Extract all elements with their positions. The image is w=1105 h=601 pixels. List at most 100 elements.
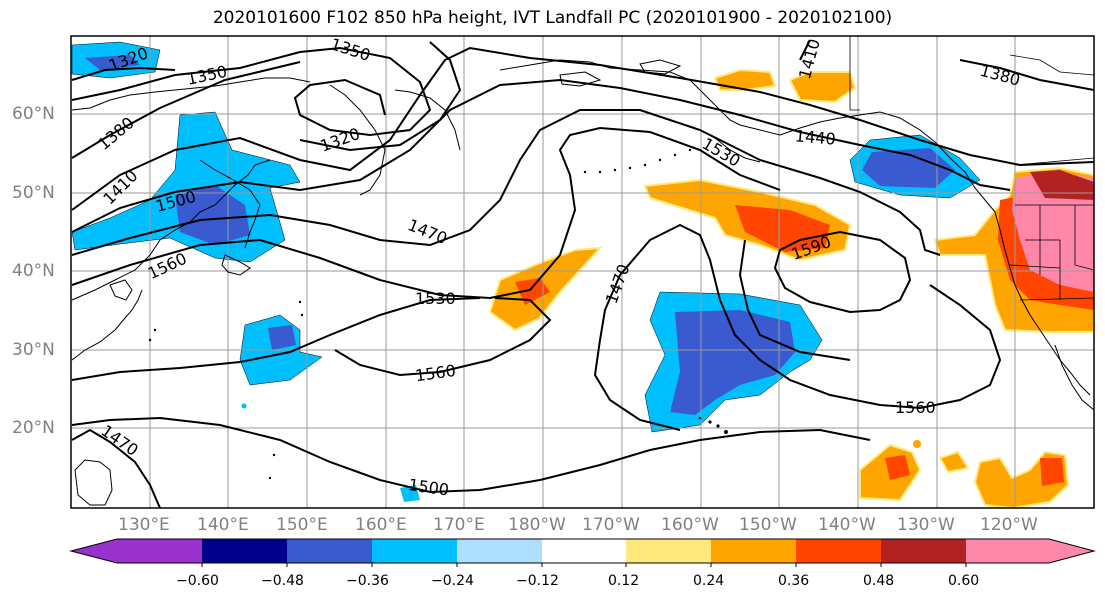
coastline (879, 111, 996, 213)
contour-line (71, 46, 432, 137)
positive-anomaly-regions (488, 68, 1094, 508)
colorbar-tick-label: 0.24 (693, 573, 725, 589)
colorbar-tick-label: −0.12 (516, 573, 559, 589)
island (658, 158, 662, 162)
contour-line (71, 66, 176, 81)
colorbar-segment (711, 539, 796, 563)
island (708, 420, 712, 424)
anomaly-region (788, 71, 857, 104)
coastline (71, 77, 311, 111)
colorbar-segment (966, 539, 1049, 563)
coastline (994, 211, 1091, 396)
contour-line (593, 339, 681, 431)
colorbar-tick-label: −0.60 (176, 573, 219, 589)
map-frame (70, 35, 1095, 509)
lon-label: 120°W (980, 515, 1038, 535)
contour-line (71, 109, 941, 256)
colorbar-tick-label: −0.36 (346, 573, 389, 589)
colorbar (69, 538, 1096, 567)
contour-line (599, 223, 1002, 410)
contour-line (71, 416, 871, 494)
island (716, 424, 720, 428)
coastline (394, 89, 461, 151)
colorbar-tick-label: 0.48 (863, 573, 895, 589)
border-line (1019, 297, 1094, 301)
coastline (1054, 344, 1094, 411)
contour-line (773, 230, 912, 314)
contour-label: 1440 (794, 126, 836, 148)
lon-label: 150°E (276, 515, 328, 535)
colorbar-outline (69, 538, 1096, 564)
lon-label: 150°W (739, 515, 797, 535)
contour-line (959, 59, 1094, 91)
island (724, 430, 728, 434)
border-line (1009, 264, 1061, 269)
contour-label: 1530 (415, 289, 456, 308)
island (268, 476, 272, 480)
coastline (221, 254, 251, 276)
political-borders (849, 36, 1094, 301)
lon-label: 160°E (355, 515, 407, 535)
contour-label: 1560 (895, 398, 936, 417)
anomaly-region (175, 185, 250, 245)
coastline (74, 459, 113, 506)
map-title: 2020101600 F102 850 hPa height, IVT Land… (212, 8, 893, 28)
colorbar-segment (117, 539, 202, 563)
colorbar-segment (796, 539, 881, 563)
coastline (109, 279, 133, 301)
anomaly-region (85, 55, 140, 70)
anomaly-region (735, 205, 830, 252)
lat-label: 60°N (12, 104, 55, 124)
contour-line (799, 39, 811, 61)
contour-line (71, 61, 301, 159)
island (583, 170, 587, 174)
gridlines (71, 36, 1094, 508)
island (613, 168, 617, 172)
lon-label: 130°E (118, 515, 170, 535)
contour-line (71, 78, 1011, 233)
colorbar-segment (457, 539, 542, 563)
colorbar-segment (372, 539, 457, 563)
border-line (1074, 205, 1094, 271)
lon-label: 160°W (661, 515, 719, 535)
colorbar-segment (202, 539, 287, 563)
lat-label: 20°N (12, 418, 55, 438)
colorbar-tick-label: −0.48 (261, 573, 304, 589)
coastline (639, 59, 682, 75)
island (598, 170, 602, 174)
colorbar-segment (542, 539, 626, 563)
coastline (71, 289, 143, 361)
lat-label: 50°N (12, 183, 55, 203)
lon-label: 180°W (508, 515, 566, 535)
border-line (1025, 239, 1061, 300)
lon-label: 140°E (197, 515, 249, 535)
colorbar-segment (881, 539, 966, 563)
contour-line (71, 126, 781, 300)
contour-line (71, 428, 161, 508)
map-panel (71, 36, 1094, 508)
colorbar-tick-label: 0.12 (608, 573, 640, 589)
colorbar-tick-label: −0.24 (431, 573, 474, 589)
height-contours (71, 39, 1094, 508)
contour-line (334, 297, 552, 377)
anomaly-region (913, 440, 921, 448)
island (698, 416, 702, 420)
island (643, 163, 647, 167)
anomaly-region (862, 148, 955, 188)
colorbar-extend-min (71, 539, 117, 563)
lon-label: 170°E (433, 515, 485, 535)
island (688, 148, 692, 152)
border-line (849, 36, 860, 111)
border-line (1009, 54, 1094, 76)
contour-line (738, 239, 851, 361)
contour-line (71, 46, 1094, 211)
colorbar-tick-label: 0.60 (948, 573, 980, 589)
colorbar-extend-max (1049, 539, 1094, 563)
colorbar-tick-label: 0.36 (778, 573, 810, 589)
coastline (199, 159, 261, 249)
island (153, 328, 157, 332)
colorbar-segment (287, 539, 372, 563)
lon-label: 140°W (818, 515, 876, 535)
contour-line (71, 297, 481, 381)
